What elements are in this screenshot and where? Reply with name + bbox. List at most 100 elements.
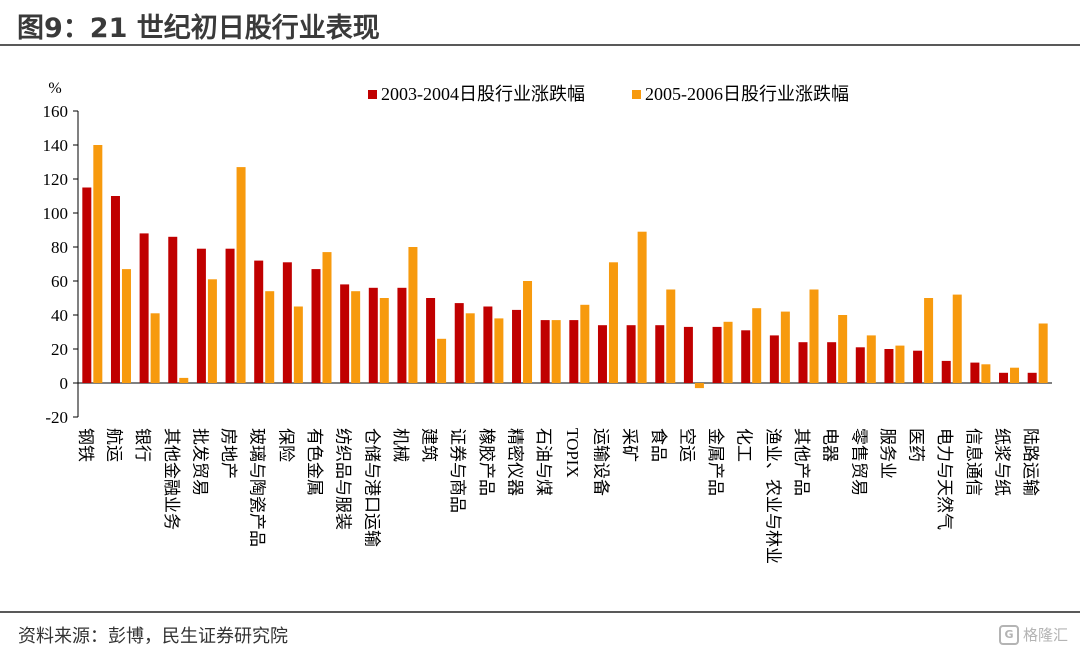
bar-2-批发贸易 [207, 279, 217, 383]
bar-1-陆路运输 [1027, 372, 1037, 383]
bar-2-纸浆与纸 [1010, 367, 1020, 383]
bar-2-运输设备 [608, 262, 618, 383]
x-tick-label: 建筑 [420, 428, 439, 462]
bar-2-钢铁 [93, 145, 103, 383]
bar-2-有色金属 [322, 252, 332, 383]
x-tick-label: 零售贸易 [849, 428, 868, 496]
bar-2-玻璃与陶瓷产品 [265, 291, 275, 383]
y-tick-label: 20 [51, 340, 68, 359]
bar-1-银行 [139, 233, 149, 383]
x-tick-label: 纸浆与纸 [993, 428, 1012, 496]
bar-2-机械 [408, 247, 418, 383]
bar-2-房地产 [236, 167, 246, 383]
x-tick-label: 航运 [104, 428, 123, 462]
watermark-logo-icon: G [998, 624, 1019, 645]
bar-2-建筑 [437, 338, 447, 383]
bar-2-服务业 [895, 345, 905, 383]
bar-1-电力与天然气 [941, 360, 951, 383]
bar-2-保险 [293, 306, 303, 383]
bar-1-空运 [683, 326, 693, 383]
bar-1-纸浆与纸 [999, 372, 1009, 383]
bar-2-纺织品与服装 [351, 291, 361, 383]
bar-1-采矿 [626, 325, 636, 383]
bar-2-采矿 [637, 231, 647, 383]
x-tick-label: 运输设备 [591, 428, 610, 496]
bar-1-批发贸易 [196, 248, 206, 383]
bar-1-橡胶产品 [483, 306, 493, 383]
bar-1-仓储与港口运输 [368, 287, 378, 383]
x-tick-label: 服务业 [878, 428, 897, 479]
bar-2-其他金融业务 [179, 377, 189, 383]
source-note: 资料来源：彭博，民生证券研究院 [18, 626, 288, 647]
bar-2-化工 [752, 308, 762, 383]
bar-1-电器 [827, 342, 837, 383]
bar-1-医药 [913, 350, 923, 383]
bar-1-化工 [741, 330, 751, 383]
y-tick-label: 160 [43, 102, 69, 121]
x-tick-label: 仓储与港口运输 [362, 428, 381, 547]
bar-1-食品 [655, 325, 665, 383]
bar-2-零售贸易 [866, 335, 876, 383]
bar-1-保险 [282, 262, 292, 383]
y-tick-label: 100 [43, 204, 69, 223]
bar-2-仓储与港口运输 [379, 298, 389, 383]
bar-2-电力与天然气 [952, 294, 962, 383]
x-tick-label: 批发贸易 [190, 428, 209, 496]
x-tick-label: 证券与商品 [448, 428, 467, 513]
legend-swatch-1 [368, 90, 377, 99]
bar-1-纺织品与服装 [340, 284, 350, 383]
bar-2-陆路运输 [1038, 323, 1048, 383]
legend-swatch-2 [632, 90, 641, 99]
x-tick-label: 玻璃与陶瓷产品 [248, 428, 267, 547]
x-tick-label: 电力与天然气 [935, 428, 954, 530]
x-tick-label: 金属产品 [706, 428, 725, 496]
legend-label-1: 2003-2004日股行业涨跌幅 [381, 84, 585, 104]
bar-1-钢铁 [82, 187, 92, 383]
bar-1-建筑 [426, 298, 436, 383]
bar-2-证券与商品 [465, 313, 475, 383]
bar-2-精密仪器 [523, 281, 533, 383]
bar-1-零售贸易 [855, 347, 865, 383]
x-tick-label: TOPIX [563, 428, 582, 478]
bar-2-TOPIX [580, 304, 590, 383]
x-tick-label: 石油与煤 [534, 428, 553, 496]
y-tick-label: -20 [45, 408, 68, 427]
x-tick-label: 空运 [677, 428, 696, 462]
bar-1-信息通信 [970, 362, 980, 383]
footer-divider [0, 611, 1080, 613]
title-divider [0, 44, 1080, 46]
x-tick-label: 电器 [821, 428, 840, 462]
bar-1-证券与商品 [454, 303, 464, 383]
x-tick-label: 食品 [649, 428, 668, 462]
x-tick-label: 有色金属 [305, 428, 324, 496]
bar-1-玻璃与陶瓷产品 [254, 260, 264, 383]
bar-chart: -20 0 20 40 60 80 100 120 140 160% 钢铁 航运 银行 其他金融业务 批发贸… [43, 80, 1052, 564]
x-tick-label: 其他产品 [792, 428, 811, 496]
watermark: G 格隆汇 [998, 624, 1068, 645]
y-tick-label: 0 [60, 374, 69, 393]
x-tick-label: 化工 [735, 428, 754, 462]
bar-1-金属产品 [712, 326, 722, 383]
x-tick-label: 渔业、农业与林业 [763, 428, 782, 564]
bar-2-电器 [838, 315, 848, 383]
bar-1-石油与煤 [540, 320, 550, 383]
x-tick-label: 纺织品与服装 [334, 428, 353, 530]
y-tick-label: 40 [51, 306, 68, 325]
bar-1-TOPIX [569, 320, 579, 383]
bar-2-食品 [666, 289, 676, 383]
x-tick-label: 医药 [907, 428, 926, 462]
bar-2-渔业、农业与林业 [780, 311, 790, 383]
watermark-text: 格隆汇 [1022, 626, 1068, 644]
y-axis-label: % [48, 80, 61, 97]
x-tick-label: 房地产 [219, 428, 238, 479]
bar-1-运输设备 [597, 325, 607, 383]
bar-2-银行 [150, 313, 160, 383]
x-tick-label: 保险 [276, 428, 295, 462]
y-tick-label: 120 [43, 170, 69, 189]
bar-2-金属产品 [723, 321, 733, 383]
x-tick-label: 橡胶产品 [477, 428, 496, 496]
y-tick-label: 80 [51, 238, 68, 257]
x-tick-label: 采矿 [620, 428, 639, 462]
bar-1-航运 [110, 196, 120, 383]
bar-2-橡胶产品 [494, 318, 504, 383]
